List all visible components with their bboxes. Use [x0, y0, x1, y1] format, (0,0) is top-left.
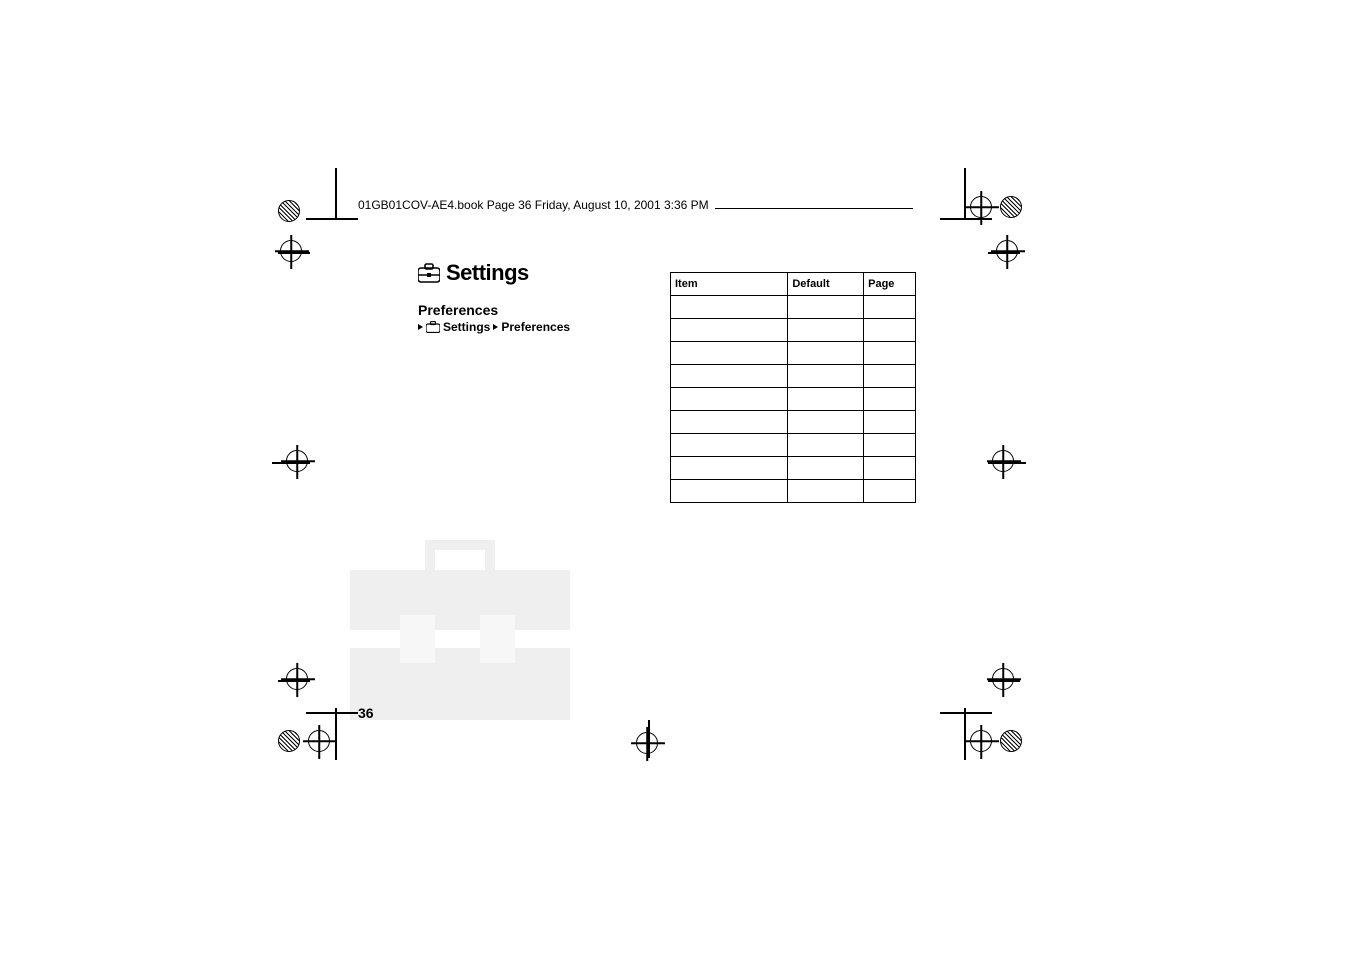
cell	[671, 457, 788, 480]
cell	[864, 411, 916, 434]
cell	[671, 434, 788, 457]
crop-mark-bottom-left	[308, 730, 368, 790]
col-header-page: Page	[864, 273, 916, 296]
left-column: Settings Preferences Settings Preference…	[418, 260, 648, 334]
crop-mark-mid-right-upper	[996, 240, 1056, 300]
cell	[788, 342, 864, 365]
col-header-item: Item	[671, 273, 788, 296]
table-row	[671, 296, 916, 319]
cell	[788, 296, 864, 319]
briefcase-icon-small	[426, 321, 440, 333]
crop-mark-mid-right	[992, 450, 1052, 510]
table-row	[671, 319, 916, 342]
crop-mark-bottom-right-hatch	[1000, 730, 1060, 790]
table-row	[671, 457, 916, 480]
preferences-heading: Preferences	[418, 302, 648, 318]
table-row	[671, 365, 916, 388]
page-number: 36	[358, 705, 374, 721]
cell	[864, 457, 916, 480]
cell	[671, 342, 788, 365]
cell	[788, 411, 864, 434]
table-body	[671, 296, 916, 503]
crop-mark-top-left	[278, 182, 338, 242]
table-header-row: Item Default Page	[671, 273, 916, 296]
crop-tick	[335, 168, 337, 220]
cell	[671, 480, 788, 503]
table-row	[671, 342, 916, 365]
breadcrumb-preferences: Preferences	[501, 320, 570, 334]
cell	[788, 365, 864, 388]
triangle-icon	[418, 324, 423, 330]
crop-tick	[964, 168, 966, 220]
crop-tick	[306, 218, 358, 220]
crop-tick	[940, 712, 992, 714]
cell	[864, 365, 916, 388]
cell	[671, 388, 788, 411]
cell	[788, 434, 864, 457]
cell	[671, 411, 788, 434]
crop-mark-mid-right-lower	[992, 668, 1052, 728]
triangle-icon	[493, 324, 498, 330]
crop-mark-mid-left	[286, 450, 346, 510]
crop-mark-mid-left-lower	[286, 668, 346, 728]
cell	[671, 296, 788, 319]
header-filename-meta: 01GB01COV-AE4.book Page 36 Friday, Augus…	[358, 198, 715, 212]
crop-tick	[964, 708, 966, 760]
settings-heading: Settings	[446, 260, 529, 286]
cell	[864, 342, 916, 365]
table-row	[671, 388, 916, 411]
crop-mark-bottom-center	[636, 732, 696, 792]
table-row	[671, 434, 916, 457]
cell	[788, 388, 864, 411]
cell	[864, 296, 916, 319]
cell	[671, 365, 788, 388]
cell	[788, 480, 864, 503]
right-column: Item Default Page	[670, 272, 916, 503]
preferences-table: Item Default Page	[670, 272, 916, 503]
cell	[788, 457, 864, 480]
cell	[788, 319, 864, 342]
crop-mark-mid-left-upper	[280, 240, 340, 300]
table-row	[671, 411, 916, 434]
cell	[864, 434, 916, 457]
cell	[671, 319, 788, 342]
col-header-default: Default	[788, 273, 864, 296]
breadcrumb-settings: Settings	[443, 320, 490, 334]
cell	[864, 480, 916, 503]
settings-title-row: Settings	[418, 260, 648, 286]
briefcase-icon	[418, 263, 440, 283]
table-row	[671, 480, 916, 503]
cell	[864, 319, 916, 342]
crop-tick	[306, 712, 358, 714]
cell	[864, 388, 916, 411]
breadcrumb: Settings Preferences	[418, 320, 648, 334]
